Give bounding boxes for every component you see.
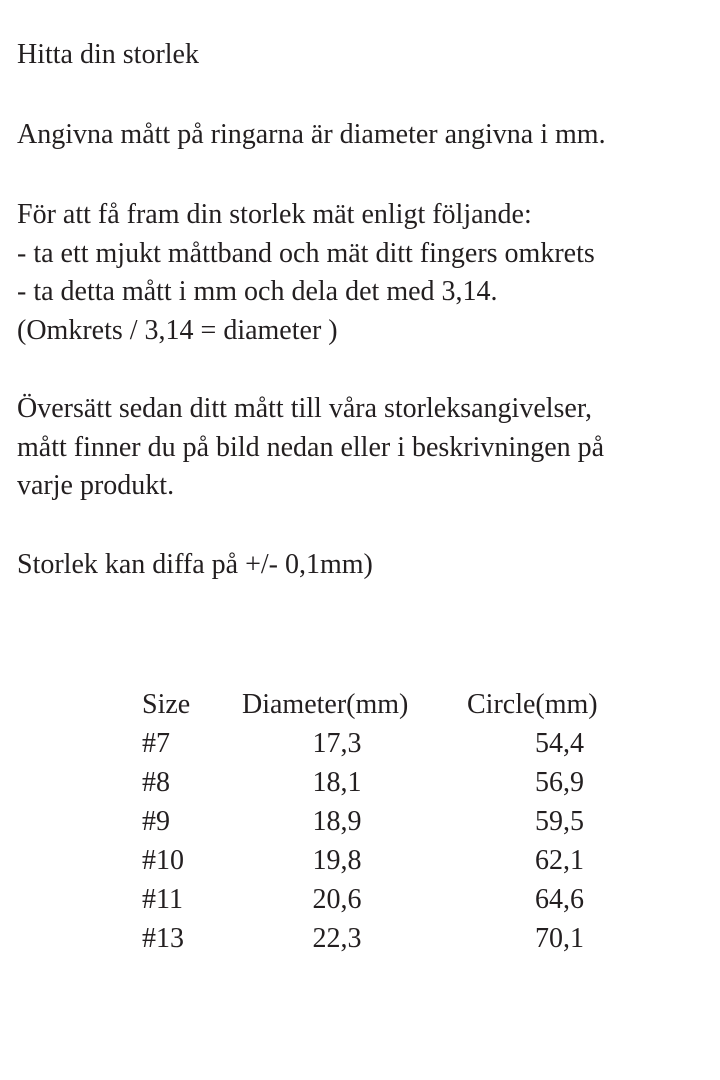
translate-line: Översätt sedan ditt mått till våra storl… xyxy=(17,393,593,424)
circle-cell: 70,1 xyxy=(535,923,584,954)
instruction-line: - ta detta mått i mm och dela det med 3,… xyxy=(17,276,498,307)
diameter-cell: 22,3 xyxy=(312,923,362,954)
header-size: Size xyxy=(142,689,191,720)
circle-cell: 62,1 xyxy=(535,845,584,876)
circle-cell: 56,9 xyxy=(535,767,584,798)
instruction-line: För att få fram din storlek mät enligt f… xyxy=(17,199,532,230)
table-row: #7 17,3 54,4 xyxy=(142,724,652,763)
diameter-cell: 18,9 xyxy=(312,806,362,837)
diameter-cell: 18,1 xyxy=(312,767,362,798)
table-row: #13 22,3 70,1 xyxy=(142,919,652,958)
diameter-cell: 19,8 xyxy=(312,845,362,876)
header-circle: Circle(mm) xyxy=(467,689,598,720)
instructions: För att få fram din storlek mät enligt f… xyxy=(17,196,595,350)
size-cell: #8 xyxy=(142,767,170,798)
size-cell: #13 xyxy=(142,923,184,954)
instruction-line: - ta ett mjukt måttband och mät ditt fin… xyxy=(17,237,595,269)
translate-paragraph: Översätt sedan ditt mått till våra storl… xyxy=(17,390,604,506)
table-row: #10 19,8 62,1 xyxy=(142,841,652,880)
diameter-cell: 20,6 xyxy=(312,884,362,915)
circle-cell: 54,4 xyxy=(535,728,584,759)
header-diameter: Diameter(mm) xyxy=(242,689,409,720)
circle-cell: 59,5 xyxy=(535,806,584,837)
translate-line: varje produkt. xyxy=(17,470,175,501)
table-row: #8 18,1 56,9 xyxy=(142,763,652,802)
translate-line: mått finner du på bild nedan eller i bes… xyxy=(17,431,605,463)
table-row: #11 20,6 64,6 xyxy=(142,880,652,919)
circle-cell: 64,6 xyxy=(535,884,584,915)
table-row: #9 18,9 59,5 xyxy=(142,802,652,841)
intro-text: Angivna mått på ringarna är diameter ang… xyxy=(17,119,606,150)
size-cell: #11 xyxy=(142,884,183,915)
table-header-row: Size Diameter(mm) Circle(mm) xyxy=(142,685,652,724)
size-table: Size Diameter(mm) Circle(mm) #7 17,3 54,4 #… xyxy=(142,685,652,958)
size-cell: #9 xyxy=(142,806,170,837)
page-title: Hitta din storlek xyxy=(17,39,199,70)
diameter-cell: 17,3 xyxy=(312,728,362,759)
size-cell: #7 xyxy=(142,728,170,759)
instruction-line: (Omkrets / 3,14 = diameter ) xyxy=(17,314,338,346)
size-cell: #10 xyxy=(142,845,184,876)
tolerance-note: Storlek kan diffa på +/- 0,1mm) xyxy=(17,549,373,580)
